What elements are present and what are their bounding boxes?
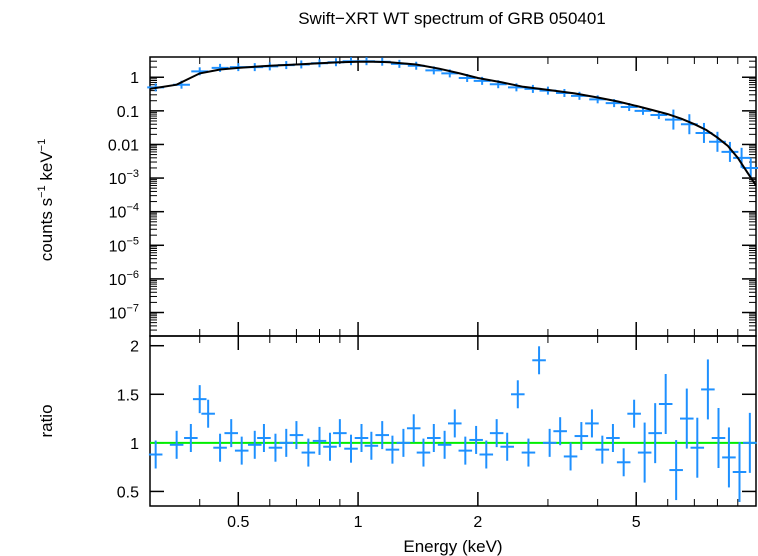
main-y-axis-label: counts s−1 keV−1	[36, 139, 56, 261]
tick-base: 10	[109, 171, 127, 188]
tick-exponent: −6	[126, 269, 139, 281]
tick-base: 10	[109, 306, 127, 323]
ratio-y-ticks: 0.5 1 1.5 2	[117, 339, 756, 501]
x-tick-label: 0.5	[227, 514, 249, 531]
main-y-tick-label: 10−3	[109, 168, 139, 188]
y-label-kev: keV	[37, 151, 56, 186]
x-tick-label: 1	[354, 514, 363, 531]
ratio-y-tick-label: 1.5	[117, 387, 139, 404]
tick-base: 10	[109, 272, 127, 289]
tick-base: 10	[109, 205, 127, 222]
main-y-tick-label: 10−7	[109, 303, 139, 323]
ratio-y-tick-label: 2	[130, 339, 139, 356]
x-axis-label: Energy (keV)	[403, 537, 502, 556]
model-line	[149, 60, 757, 187]
x-tick-label: 2	[473, 514, 482, 531]
ratio-panel-frame	[149, 335, 757, 507]
main-panel-frame	[149, 56, 757, 337]
x-axis-ticks: 0.5 1 2 5	[149, 57, 739, 531]
y-label-counts: counts s	[37, 198, 56, 261]
main-data-series	[147, 57, 758, 178]
y-label-exp2: −1	[36, 139, 48, 152]
main-y-tick-label: 10−4	[109, 202, 139, 222]
y-label-exp1: −1	[36, 185, 48, 198]
chart-title: Swift−XRT WT spectrum of GRB 050401	[298, 9, 606, 28]
main-y-tick-label: 10−6	[109, 269, 139, 289]
x-tick-label: 5	[632, 514, 641, 531]
ratio-y-tick-label: 1	[130, 436, 139, 453]
main-y-tick-label: 10−5	[109, 235, 139, 255]
tick-base: 10	[109, 238, 127, 255]
ratio-data-series	[148, 346, 757, 502]
ratio-y-tick-label: 0.5	[117, 484, 139, 501]
main-y-tick-label: 0.1	[117, 104, 139, 121]
tick-exponent: −7	[126, 303, 139, 315]
tick-exponent: −5	[126, 235, 139, 247]
main-y-tick-label: 0.01	[108, 137, 139, 154]
tick-exponent: −4	[126, 202, 139, 214]
main-y-tick-label: 1	[130, 70, 139, 87]
tick-exponent: −3	[126, 168, 139, 180]
ratio-y-axis-label: ratio	[37, 404, 56, 437]
